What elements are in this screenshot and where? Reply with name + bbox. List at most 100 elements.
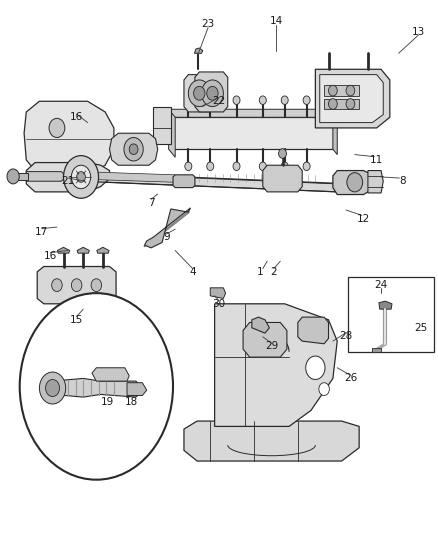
Polygon shape	[169, 109, 175, 157]
Circle shape	[71, 165, 91, 189]
Circle shape	[346, 99, 355, 109]
Text: 18: 18	[125, 398, 138, 407]
Text: 7: 7	[148, 198, 155, 207]
Polygon shape	[127, 383, 147, 395]
Polygon shape	[368, 171, 383, 193]
Circle shape	[77, 172, 85, 182]
Polygon shape	[44, 378, 145, 397]
Circle shape	[281, 96, 288, 104]
Text: 26: 26	[344, 374, 357, 383]
Polygon shape	[298, 317, 328, 344]
Text: 22: 22	[212, 96, 226, 106]
Text: 28: 28	[339, 331, 353, 341]
Circle shape	[281, 162, 288, 171]
Polygon shape	[77, 247, 89, 253]
Polygon shape	[24, 101, 114, 176]
Polygon shape	[320, 75, 383, 123]
Circle shape	[233, 96, 240, 104]
Circle shape	[64, 156, 99, 198]
Text: 16: 16	[70, 112, 83, 122]
Polygon shape	[153, 107, 171, 144]
Polygon shape	[372, 348, 381, 352]
Circle shape	[52, 279, 62, 292]
Text: 21: 21	[61, 176, 74, 186]
Circle shape	[207, 96, 214, 104]
Circle shape	[328, 99, 337, 109]
Circle shape	[328, 85, 337, 96]
Polygon shape	[315, 69, 390, 128]
Text: 15: 15	[70, 315, 83, 325]
Text: 13: 13	[412, 27, 425, 37]
Text: 14: 14	[269, 17, 283, 26]
Circle shape	[259, 162, 266, 171]
Polygon shape	[81, 173, 337, 192]
Polygon shape	[57, 247, 70, 253]
Polygon shape	[333, 171, 374, 195]
Polygon shape	[263, 165, 302, 192]
Polygon shape	[173, 175, 195, 188]
Polygon shape	[210, 288, 226, 298]
Circle shape	[303, 96, 310, 104]
Text: 8: 8	[399, 176, 406, 186]
Circle shape	[39, 372, 66, 404]
Circle shape	[207, 86, 218, 100]
Circle shape	[201, 80, 223, 107]
Circle shape	[303, 162, 310, 171]
Text: 4: 4	[189, 267, 196, 277]
Text: 24: 24	[374, 280, 388, 290]
Circle shape	[259, 96, 266, 104]
Circle shape	[346, 85, 355, 96]
Circle shape	[279, 149, 286, 158]
Polygon shape	[26, 172, 64, 181]
Polygon shape	[184, 421, 359, 461]
Circle shape	[49, 118, 65, 138]
Polygon shape	[184, 75, 215, 112]
Text: 2: 2	[270, 267, 277, 277]
Polygon shape	[379, 301, 392, 309]
Circle shape	[129, 144, 138, 155]
Polygon shape	[333, 112, 337, 155]
Polygon shape	[195, 72, 228, 112]
Circle shape	[71, 279, 82, 292]
Polygon shape	[252, 317, 269, 333]
Circle shape	[347, 173, 363, 192]
Circle shape	[188, 80, 210, 107]
Text: 29: 29	[265, 342, 278, 351]
Circle shape	[185, 162, 192, 171]
Polygon shape	[92, 368, 129, 381]
Polygon shape	[37, 266, 116, 304]
Circle shape	[124, 138, 143, 161]
Text: 11: 11	[370, 155, 383, 165]
Text: 9: 9	[163, 232, 170, 242]
Polygon shape	[145, 208, 191, 248]
Text: 1: 1	[257, 267, 264, 277]
Circle shape	[306, 356, 325, 379]
Polygon shape	[97, 247, 109, 253]
Circle shape	[46, 379, 60, 397]
Polygon shape	[215, 304, 337, 426]
Polygon shape	[169, 117, 333, 149]
Circle shape	[207, 162, 214, 171]
Circle shape	[91, 279, 102, 292]
Circle shape	[319, 383, 329, 395]
Text: 25: 25	[414, 323, 427, 333]
Polygon shape	[13, 173, 28, 180]
Polygon shape	[164, 109, 333, 117]
Polygon shape	[324, 99, 359, 109]
Text: 23: 23	[201, 19, 215, 29]
Polygon shape	[81, 172, 175, 182]
Text: 16: 16	[44, 251, 57, 261]
Text: 19: 19	[101, 398, 114, 407]
Circle shape	[20, 293, 173, 480]
Text: 30: 30	[212, 299, 226, 309]
Polygon shape	[26, 163, 110, 192]
Text: 17: 17	[35, 227, 48, 237]
Polygon shape	[110, 133, 158, 165]
Text: 12: 12	[357, 214, 370, 223]
Circle shape	[233, 162, 240, 171]
Polygon shape	[243, 322, 287, 357]
Circle shape	[7, 169, 19, 184]
Polygon shape	[194, 48, 203, 53]
Circle shape	[194, 86, 205, 100]
Polygon shape	[348, 277, 434, 352]
